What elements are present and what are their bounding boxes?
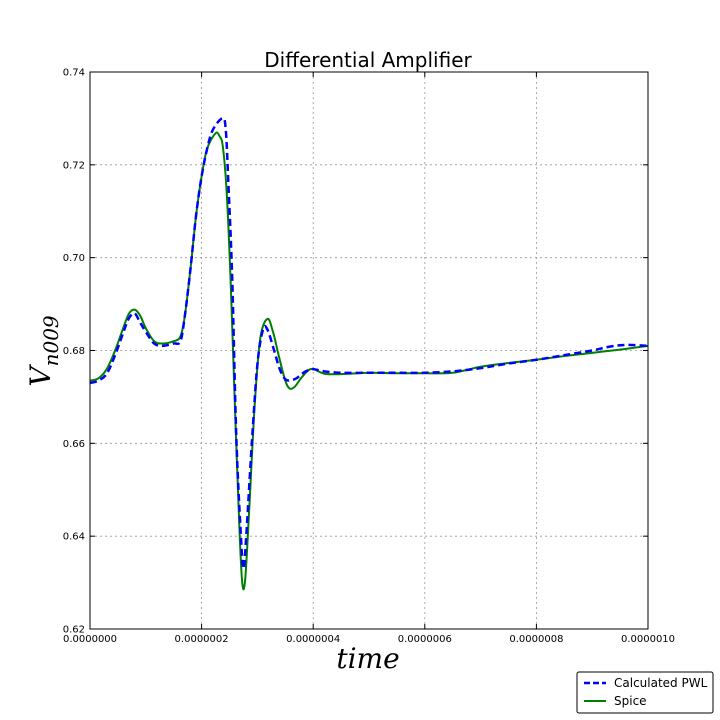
y-tick-label: 0.74 xyxy=(63,68,85,79)
plot-frame xyxy=(89,71,649,630)
x-tick-label: 0.0000002 xyxy=(175,634,229,645)
series-line-spice xyxy=(89,131,649,591)
y-tick-label: 0.68 xyxy=(63,346,85,357)
y-axis-label-sub: n009 xyxy=(39,315,63,366)
y-tick-label: 0.62 xyxy=(63,625,85,636)
svg-text:Vn009: Vn009 xyxy=(24,315,63,387)
legend-box xyxy=(576,671,714,714)
y-axis-label: Vn009 xyxy=(24,315,63,387)
y-tick-label: 0.64 xyxy=(63,532,85,543)
y-tick-label: 0.70 xyxy=(63,253,85,264)
series-line-calculated-pwl xyxy=(89,116,649,570)
x-tick-label: 0.0000010 xyxy=(621,634,675,645)
x-tick-label: 0.0000000 xyxy=(63,634,117,645)
y-tick-labels: 0.62 0.64 0.66 0.68 0.70 0.72 0.74 xyxy=(63,68,85,636)
x-axis-label: time xyxy=(336,642,399,675)
legend-label-calculated-pwl: Calculated PWL xyxy=(614,676,708,690)
x-tick-label: 0.0000008 xyxy=(509,634,563,645)
y-tick-label: 0.66 xyxy=(63,439,85,450)
x-tick-labels: 0.0000000 0.0000002 0.0000004 0.0000006 0.00… xyxy=(63,634,675,645)
y-axis-label-main: V xyxy=(24,364,57,387)
chart-title: Differential Amplifier xyxy=(264,48,472,72)
x-tick-label: 0.0000004 xyxy=(286,634,340,645)
y-tick-label: 0.72 xyxy=(63,160,85,171)
legend-label-spice: Spice xyxy=(614,694,647,708)
x-tick-label: 0.0000006 xyxy=(398,634,452,645)
grid xyxy=(89,71,649,630)
series-layer xyxy=(89,116,649,591)
legend: Calculated PWL Spice xyxy=(576,671,714,714)
